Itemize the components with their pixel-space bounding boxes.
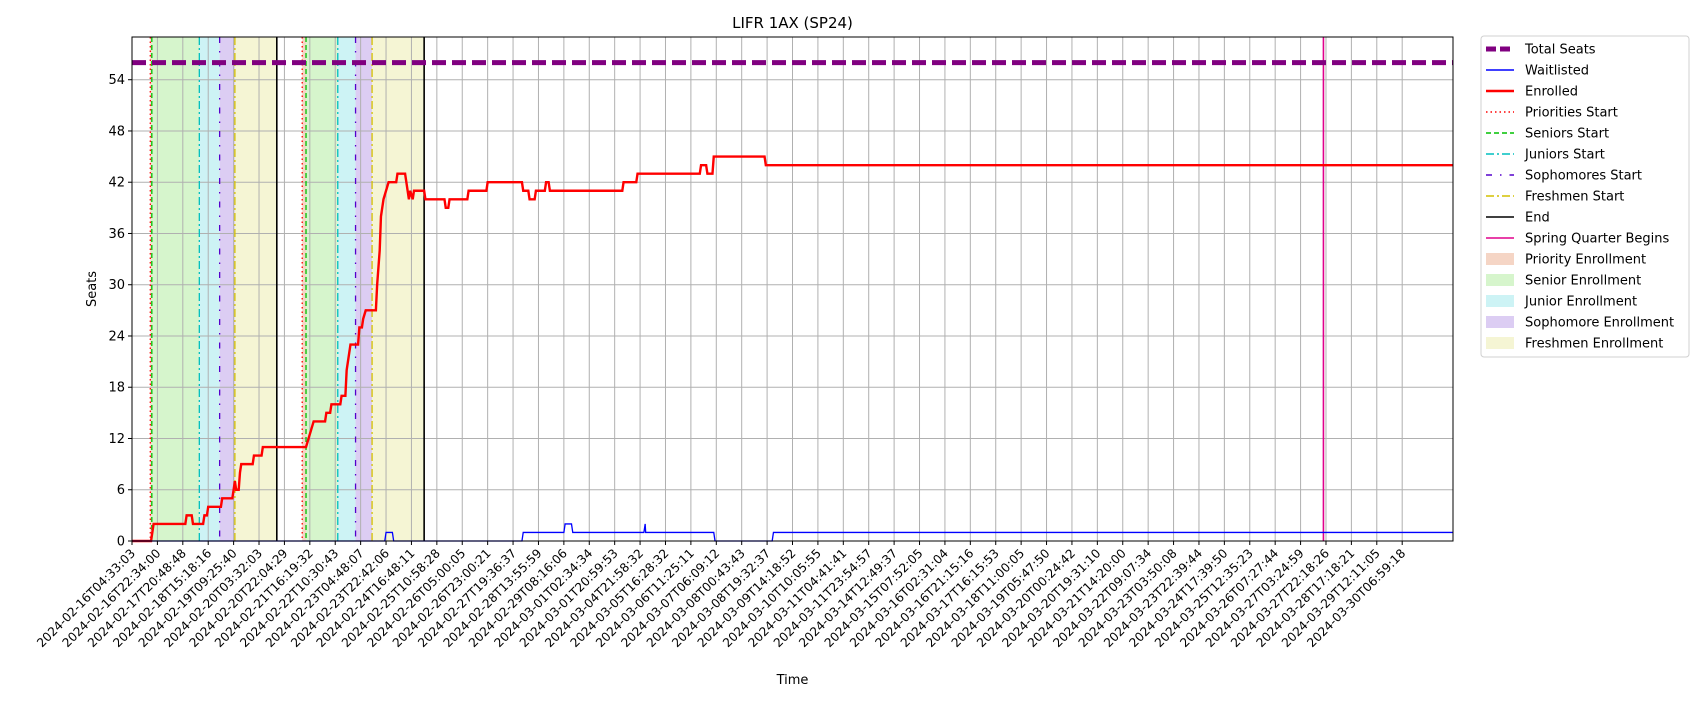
y-tick-label: 54 [108,73,125,88]
legend-label: Juniors Start [1524,148,1605,163]
legend-swatch [1486,274,1514,286]
phase-band [355,37,373,541]
phase-lines [149,37,1325,541]
phase-band [219,37,235,541]
legend-label: Priority Enrollment [1525,253,1646,268]
y-tick-label: 24 [108,329,125,344]
phase-bands [150,37,425,541]
legend-swatch [1486,295,1514,307]
legend-label: Waitlisted [1525,64,1589,79]
y-tick-label: 12 [108,432,125,447]
legend-label: Junior Enrollment [1524,295,1637,310]
legend-swatch [1486,316,1514,328]
chart-title: LIFR 1AX (SP24) [732,14,853,32]
phase-band [337,37,356,541]
y-tick-label: 48 [108,124,125,139]
legend-label: Priorities Start [1525,106,1618,121]
y-tick-label: 42 [108,176,125,191]
enrolled-line [132,155,1453,543]
legend: Total Seats Waitlisted Enrolled Priorities … [1480,35,1690,358]
y-tick-label: 36 [108,227,125,242]
phase-band [372,37,425,541]
y-axis-label: Seats [85,271,100,307]
legend-swatch [1486,337,1514,349]
legend-label: Sophomore Enrollment [1525,316,1674,331]
y-tick-label: 18 [108,381,125,396]
x-axis-label: Time [776,673,809,688]
legend-label: Senior Enrollment [1525,274,1641,289]
legend-box [1480,35,1690,358]
y-tick-label: 6 [117,483,125,498]
legend-swatch [1486,253,1514,265]
legend-label: Sophomores Start [1525,169,1642,184]
phase-band [302,37,307,541]
x-axis-ticks: 2024-02-16T04:33:032024-02-16T22:34:0020… [34,541,1408,650]
legend-label: Freshmen Enrollment [1525,337,1663,352]
legend-label: Total Seats [1524,43,1596,58]
phase-band [306,37,338,541]
phase-band [150,37,152,541]
legend-label: Seniors Start [1525,127,1609,142]
phase-band [151,37,200,541]
legend-label: Enrolled [1525,85,1578,100]
legend-label: Spring Quarter Begins [1525,232,1669,247]
phase-band [234,37,277,541]
y-tick-label: 0 [117,535,125,550]
y-axis-ticks: 0 6 12 18 24 30 36 42 48 54 [108,73,132,550]
legend-label: Freshmen Start [1525,190,1624,205]
y-tick-label: 30 [108,278,125,293]
phase-band [199,37,220,541]
legend-label: End [1525,211,1550,226]
